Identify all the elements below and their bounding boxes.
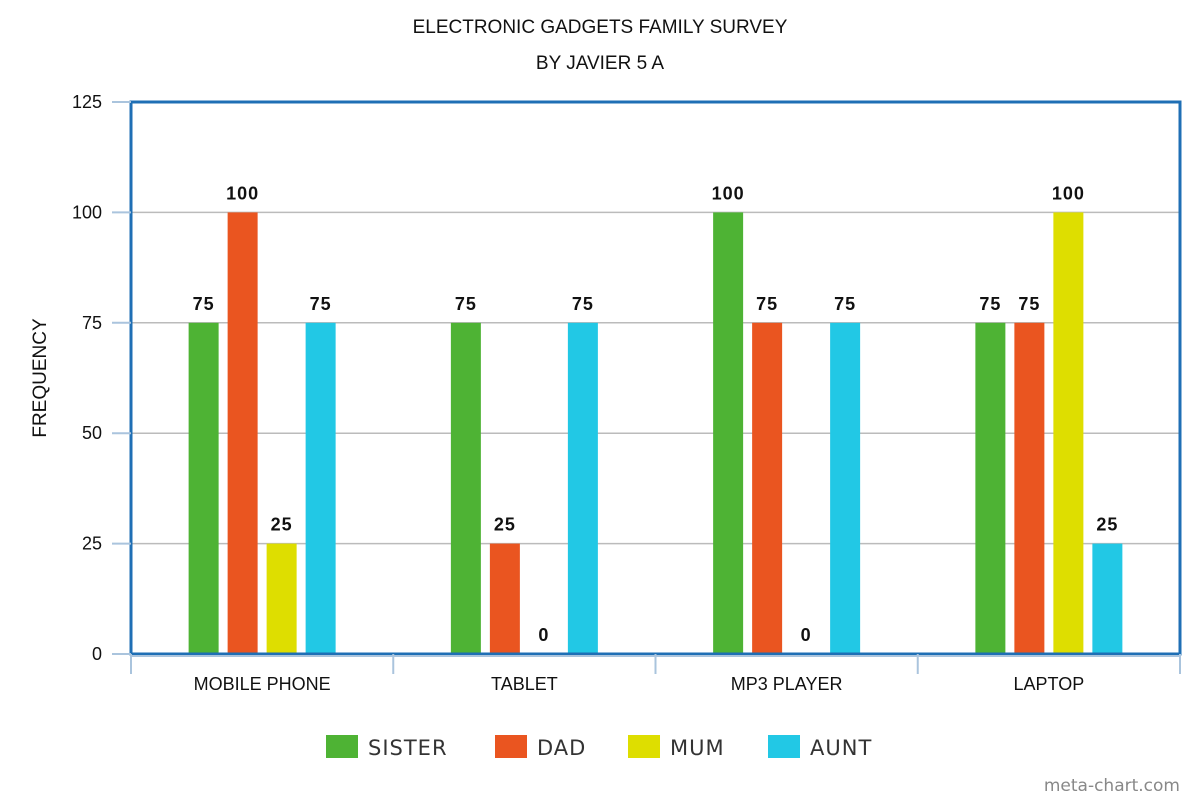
data-label: 100 — [226, 183, 259, 203]
data-label: 75 — [1018, 294, 1040, 314]
data-label: 75 — [834, 294, 856, 314]
bar — [752, 322, 783, 654]
data-label: 75 — [310, 294, 332, 314]
legend-label: SISTER — [368, 736, 448, 760]
data-label: 75 — [455, 294, 477, 314]
chart-subtitle: BY JAVIER 5 A — [536, 53, 664, 74]
bar — [227, 212, 258, 654]
y-tick-label: 0 — [92, 644, 102, 664]
data-label: 75 — [193, 294, 215, 314]
data-label: 0 — [801, 625, 812, 645]
data-label: 25 — [1096, 515, 1118, 535]
data-label: 25 — [494, 515, 516, 535]
bar — [1014, 322, 1045, 654]
y-tick-label: 125 — [72, 92, 102, 112]
bar — [188, 322, 219, 654]
y-tick-label: 50 — [82, 423, 102, 443]
x-tick-label: MOBILE PHONE — [194, 674, 331, 694]
y-tick-label: 100 — [72, 202, 102, 222]
x-tick-label: LAPTOP — [1014, 674, 1085, 694]
y-tick-label: 25 — [82, 534, 102, 554]
legend: SISTER DAD MUM AUNT — [326, 735, 872, 760]
bar — [266, 543, 297, 654]
bar — [830, 322, 861, 654]
data-label: 75 — [756, 294, 778, 314]
bar — [1092, 543, 1123, 654]
bar — [567, 322, 598, 654]
legend-swatch — [495, 735, 527, 758]
y-tick-label: 75 — [82, 313, 102, 333]
legend-label: DAD — [537, 736, 586, 760]
data-label: 100 — [1052, 183, 1085, 203]
data-label: 75 — [979, 294, 1001, 314]
y-axis-label: FREQUENCY — [30, 318, 51, 438]
legend-swatch — [628, 735, 660, 758]
legend-label: MUM — [670, 736, 725, 760]
data-label: 25 — [271, 515, 293, 535]
legend-swatch — [326, 735, 358, 758]
data-labels: 75 100 25 75 75 25 0 75 100 75 0 75 75 75 100 25 — [193, 183, 1118, 645]
bars — [188, 212, 1123, 654]
data-label: 75 — [572, 294, 594, 314]
bar — [713, 212, 744, 654]
bar — [450, 322, 481, 654]
x-tick-label: MP3 PLAYER — [731, 674, 843, 694]
legend-swatch — [768, 735, 800, 758]
bar — [305, 322, 336, 654]
legend-label: AUNT — [810, 736, 872, 760]
data-label: 100 — [712, 183, 745, 203]
chart-title: ELECTRONIC GADGETS FAMILY SURVEY — [413, 17, 788, 38]
bar — [489, 543, 520, 654]
bar — [975, 322, 1006, 654]
axes: 0 25 50 75 100 125 MOBILE PHONE TABLET MP3 PLAYE… — [72, 92, 1181, 694]
data-label: 0 — [538, 625, 549, 645]
credit-text: meta-chart.com — [1044, 776, 1180, 796]
bar — [1053, 212, 1084, 654]
x-tick-label: TABLET — [491, 674, 558, 694]
